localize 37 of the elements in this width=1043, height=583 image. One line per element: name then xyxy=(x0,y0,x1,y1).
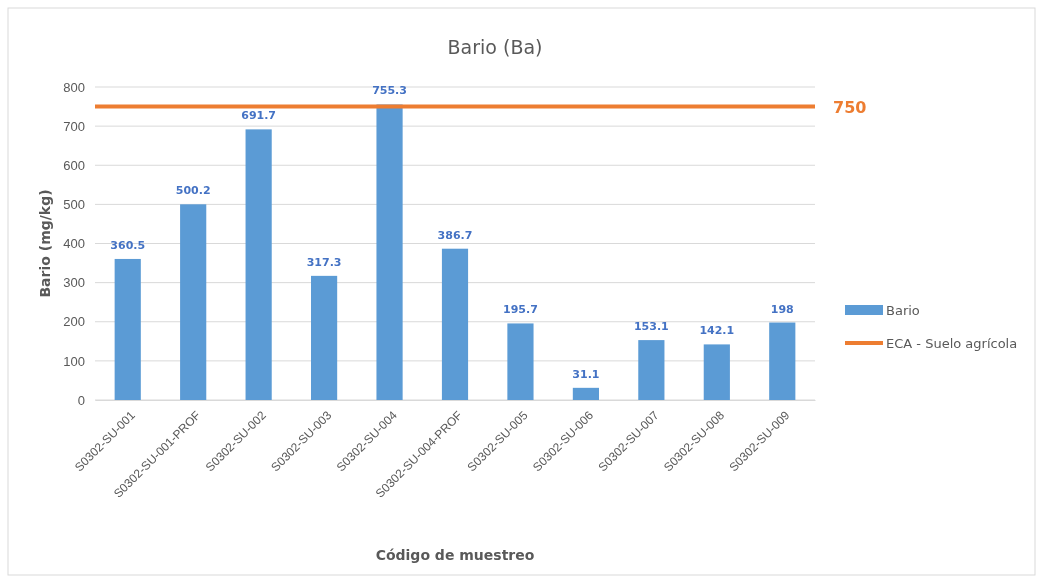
y-tick-label: 200 xyxy=(63,314,85,330)
bar xyxy=(507,323,534,400)
y-tick-label: 700 xyxy=(63,118,85,134)
bar xyxy=(572,387,599,400)
data-label: 31.1 xyxy=(572,367,600,381)
y-tick-label: 600 xyxy=(63,157,85,173)
y-tick-label: 800 xyxy=(63,79,85,95)
bar xyxy=(441,248,469,400)
data-label: 317.3 xyxy=(306,255,342,269)
data-label: 198 xyxy=(770,302,794,316)
bar xyxy=(703,344,730,400)
legend-label: Bario xyxy=(886,303,920,318)
text: 750 xyxy=(833,97,867,117)
y-tick-label: 300 xyxy=(63,275,85,291)
data-label: 691.7 xyxy=(241,109,277,123)
bar xyxy=(376,104,403,400)
y-tick-label: 400 xyxy=(63,236,85,252)
y-tick-label: 500 xyxy=(63,197,85,213)
bar xyxy=(245,129,272,400)
bar xyxy=(114,258,141,400)
bar xyxy=(769,322,796,400)
bar xyxy=(311,275,338,400)
y-axis-title: Bario (mg/kg) xyxy=(37,189,53,298)
data-label: 500.2 xyxy=(175,184,211,198)
data-label: 142.1 xyxy=(699,324,735,338)
legend-label: ECA - Suelo agrícola xyxy=(886,336,1018,351)
data-label: 360.5 xyxy=(110,238,146,252)
data-label: 153.1 xyxy=(633,320,669,334)
data-label: 755.3 xyxy=(372,84,407,98)
bar xyxy=(638,340,665,400)
y-tick-label: 0 xyxy=(77,392,85,408)
y-tick-label: 100 xyxy=(63,353,85,369)
data-label: 195.7 xyxy=(503,303,538,317)
data-label: 386.7 xyxy=(437,228,473,242)
bar xyxy=(180,204,207,400)
chart-title: Bario (Ba) xyxy=(447,36,543,58)
x-axis-title: Código de muestreo xyxy=(375,547,535,563)
